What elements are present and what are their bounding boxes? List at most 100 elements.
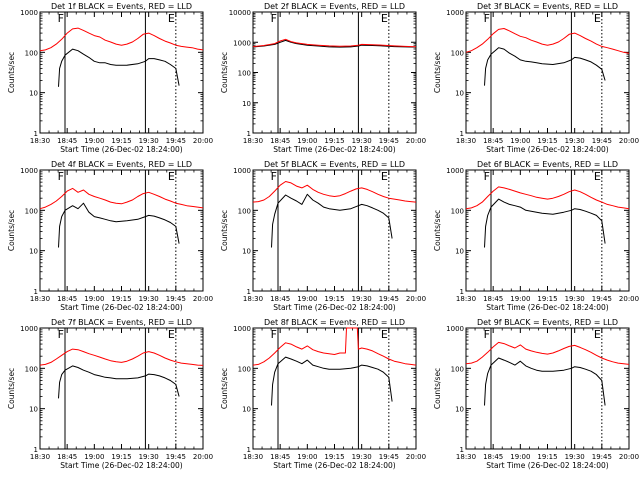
series-events-line <box>484 198 606 248</box>
y-tick-label: 100 <box>451 207 464 215</box>
y-axis-label: Counts/sec <box>220 52 229 93</box>
x-axis-label: Start Time (26-Dec-02 18:24:00) <box>60 145 182 154</box>
chart-title: Det 2f BLACK = Events, RED = LLD <box>264 2 405 11</box>
y-axis-label: Counts/sec <box>433 368 442 409</box>
series-lld-line <box>39 187 204 210</box>
event-marker-label: E <box>168 328 175 341</box>
x-tick-label: 18:45 <box>270 137 290 145</box>
y-tick-label: 100 <box>25 207 38 215</box>
series-lld-line <box>252 327 417 366</box>
x-tick-label: 19:00 <box>84 295 104 303</box>
x-tick-label: 19:00 <box>84 137 104 145</box>
y-tick-label: 1000 <box>233 167 251 175</box>
event-marker-label: E <box>381 328 388 341</box>
series-lld-line <box>465 341 630 365</box>
y-tick-label: 1 <box>247 130 251 138</box>
chart-panel-2: Det 2f BLACK = Events, RED = LLD 1 10 100 10… <box>220 2 426 154</box>
x-tick-label: 18:45 <box>270 295 290 303</box>
event-marker-label: F <box>271 12 277 25</box>
y-tick-label: 100 <box>238 70 251 78</box>
series-lld-line <box>465 28 630 54</box>
y-tick-label: 1000 <box>233 39 251 47</box>
chart-panel-6: Det 6f BLACK = Events, RED = LLD 1 10 100 10… <box>433 160 639 312</box>
series-events-line <box>58 202 180 248</box>
y-tick-label: 10000 <box>229 9 251 17</box>
x-tick-label: 18:30 <box>30 453 50 461</box>
x-tick-label: 19:30 <box>139 453 159 461</box>
x-tick-label: 19:15 <box>111 295 131 303</box>
y-tick-label: 10 <box>242 406 251 414</box>
plot-frame <box>252 11 417 134</box>
x-tick-label: 20:00 <box>619 295 639 303</box>
x-tick-label: 19:30 <box>139 295 159 303</box>
x-tick-label: 20:00 <box>193 295 213 303</box>
chart-panel-9: Det 9f BLACK = Events, RED = LLD 1 10 100 10… <box>433 318 639 470</box>
x-tick-label: 19:30 <box>352 137 372 145</box>
x-tick-label: 19:15 <box>324 453 344 461</box>
event-marker-label: E <box>594 170 601 183</box>
y-tick-label: 10 <box>242 248 251 256</box>
x-tick-label: 19:30 <box>565 453 585 461</box>
x-tick-label: 18:45 <box>483 453 503 461</box>
y-tick-label: 10 <box>29 248 38 256</box>
x-tick-label: 19:45 <box>592 295 612 303</box>
x-tick-label: 19:15 <box>111 453 131 461</box>
chart-panel-4: Det 4f BLACK = Events, RED = LLD 1 10 100 10… <box>7 160 213 312</box>
y-tick-label: 1 <box>34 130 38 138</box>
x-tick-label: 19:45 <box>379 137 399 145</box>
series-events-line <box>484 357 606 406</box>
x-tick-label: 20:00 <box>193 137 213 145</box>
y-tick-label: 1 <box>247 288 251 296</box>
series-events-line <box>271 193 393 248</box>
chart-title: Det 6f BLACK = Events, RED = LLD <box>477 160 618 169</box>
x-tick-label: 18:45 <box>57 295 77 303</box>
x-axis-label: Start Time (26-Dec-02 18:24:00) <box>60 461 182 470</box>
event-marker-label: E <box>381 12 388 25</box>
y-tick-label: 10 <box>29 90 38 98</box>
x-tick-label: 20:00 <box>406 295 426 303</box>
y-tick-label: 1 <box>247 446 251 454</box>
x-axis-label: Start Time (26-Dec-02 18:24:00) <box>273 461 395 470</box>
x-tick-label: 19:30 <box>139 137 159 145</box>
x-axis-label: Start Time (26-Dec-02 18:24:00) <box>273 303 395 312</box>
y-axis-label: Counts/sec <box>433 52 442 93</box>
chart-title: Det 5f BLACK = Events, RED = LLD <box>264 160 405 169</box>
y-tick-label: 1000 <box>446 167 464 175</box>
chart-title: Det 3f BLACK = Events, RED = LLD <box>477 2 618 11</box>
series-events-line <box>58 365 180 399</box>
y-axis-label: Counts/sec <box>220 368 229 409</box>
x-tick-label: 19:00 <box>510 295 530 303</box>
y-tick-label: 100 <box>451 49 464 57</box>
x-tick-label: 18:45 <box>270 453 290 461</box>
y-axis-label: Counts/sec <box>7 52 16 93</box>
chart-panel-7: Det 7f BLACK = Events, RED = LLD 1 10 100 10… <box>7 318 213 470</box>
y-tick-label: 1000 <box>233 325 251 333</box>
series-lld-line <box>465 186 630 210</box>
x-tick-label: 19:45 <box>592 453 612 461</box>
plot-frame <box>465 11 630 134</box>
series-lld-line <box>39 348 204 366</box>
x-tick-label: 18:45 <box>483 137 503 145</box>
y-tick-label: 10 <box>242 100 251 108</box>
y-axis-label: Counts/sec <box>220 210 229 251</box>
plot-frame <box>465 327 630 450</box>
x-axis-label: Start Time (26-Dec-02 18:24:00) <box>486 145 608 154</box>
x-tick-label: 18:45 <box>57 453 77 461</box>
event-marker-label: E <box>168 170 175 183</box>
y-axis-label: Counts/sec <box>7 210 16 251</box>
series-events-line <box>271 356 393 406</box>
series-events-line <box>252 39 417 48</box>
x-tick-label: 19:00 <box>510 137 530 145</box>
x-tick-label: 20:00 <box>406 137 426 145</box>
plot-frame <box>39 327 204 450</box>
y-tick-label: 100 <box>451 365 464 373</box>
event-marker-label: E <box>594 12 601 25</box>
y-tick-label: 1 <box>460 446 464 454</box>
series-events-line <box>484 47 606 86</box>
y-axis-label: Counts/sec <box>433 210 442 251</box>
y-tick-label: 1000 <box>20 167 38 175</box>
plot-frame <box>465 169 630 292</box>
x-tick-label: 19:15 <box>537 453 557 461</box>
x-tick-label: 18:30 <box>456 453 476 461</box>
x-tick-label: 19:00 <box>510 453 530 461</box>
